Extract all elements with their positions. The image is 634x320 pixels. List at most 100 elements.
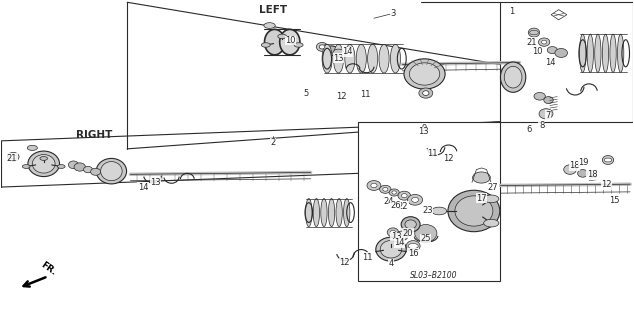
- Text: 21: 21: [7, 154, 17, 163]
- Circle shape: [604, 158, 612, 162]
- Ellipse shape: [547, 47, 557, 53]
- Ellipse shape: [534, 92, 545, 100]
- Text: 26: 26: [390, 201, 401, 210]
- Ellipse shape: [602, 156, 614, 164]
- Text: 13: 13: [391, 232, 401, 241]
- Text: 12: 12: [339, 258, 349, 267]
- Ellipse shape: [500, 62, 526, 92]
- Text: 5: 5: [304, 89, 309, 98]
- Text: 12: 12: [336, 92, 346, 101]
- Text: 12: 12: [602, 180, 612, 189]
- Text: 14: 14: [545, 58, 555, 67]
- Ellipse shape: [396, 231, 408, 241]
- Ellipse shape: [336, 198, 342, 227]
- Circle shape: [294, 43, 303, 47]
- Ellipse shape: [401, 194, 407, 198]
- Ellipse shape: [595, 34, 601, 72]
- Text: 13: 13: [418, 127, 429, 136]
- Circle shape: [40, 156, 48, 160]
- Text: 4: 4: [389, 259, 394, 268]
- Ellipse shape: [101, 162, 122, 181]
- Ellipse shape: [333, 49, 344, 57]
- Text: 13: 13: [333, 53, 344, 62]
- Ellipse shape: [411, 197, 418, 202]
- Ellipse shape: [91, 168, 101, 175]
- Text: 14: 14: [138, 183, 148, 192]
- Ellipse shape: [555, 49, 567, 57]
- Text: 27: 27: [488, 183, 498, 192]
- Ellipse shape: [455, 196, 493, 226]
- Ellipse shape: [344, 198, 350, 227]
- Ellipse shape: [280, 29, 300, 55]
- Text: 14: 14: [342, 47, 353, 56]
- Text: 11: 11: [363, 253, 373, 262]
- Ellipse shape: [541, 40, 547, 44]
- Ellipse shape: [321, 198, 327, 227]
- Ellipse shape: [410, 63, 440, 85]
- Ellipse shape: [84, 166, 93, 173]
- Circle shape: [484, 219, 499, 227]
- Text: SL03–B2100: SL03–B2100: [410, 271, 458, 280]
- Ellipse shape: [564, 165, 576, 174]
- Circle shape: [261, 43, 270, 47]
- Ellipse shape: [380, 185, 391, 193]
- Ellipse shape: [391, 230, 396, 234]
- Ellipse shape: [405, 220, 417, 229]
- Ellipse shape: [306, 198, 312, 227]
- Ellipse shape: [618, 34, 624, 72]
- Text: 1: 1: [509, 7, 514, 16]
- Ellipse shape: [380, 240, 402, 258]
- Ellipse shape: [316, 43, 328, 51]
- Text: 11: 11: [360, 90, 370, 99]
- Text: 10: 10: [532, 47, 543, 56]
- Ellipse shape: [392, 191, 396, 194]
- Ellipse shape: [448, 190, 500, 232]
- Ellipse shape: [367, 180, 381, 190]
- Ellipse shape: [264, 29, 285, 55]
- Ellipse shape: [389, 189, 399, 196]
- Ellipse shape: [28, 151, 60, 177]
- Text: 19: 19: [578, 158, 588, 167]
- Ellipse shape: [345, 44, 355, 73]
- Text: 18: 18: [569, 161, 579, 170]
- Ellipse shape: [423, 91, 429, 95]
- Text: 25: 25: [420, 234, 431, 243]
- Ellipse shape: [544, 97, 553, 104]
- Ellipse shape: [333, 44, 344, 73]
- Text: RIGHT: RIGHT: [76, 130, 112, 140]
- Ellipse shape: [96, 158, 127, 184]
- Text: 17: 17: [476, 194, 487, 203]
- Ellipse shape: [404, 59, 445, 89]
- Ellipse shape: [8, 152, 19, 161]
- Ellipse shape: [322, 44, 332, 73]
- Ellipse shape: [68, 161, 79, 169]
- Text: 11: 11: [427, 149, 437, 158]
- Bar: [358, 122, 500, 281]
- Circle shape: [22, 164, 30, 168]
- Ellipse shape: [408, 195, 423, 205]
- Text: 23: 23: [422, 206, 433, 215]
- Ellipse shape: [371, 183, 377, 188]
- Ellipse shape: [32, 155, 55, 173]
- Circle shape: [408, 244, 418, 249]
- Text: FR.: FR.: [39, 260, 57, 277]
- Text: 22: 22: [398, 202, 408, 211]
- Text: 15: 15: [609, 196, 619, 205]
- Text: 7: 7: [545, 111, 550, 120]
- Ellipse shape: [376, 237, 406, 261]
- Text: 14: 14: [394, 238, 404, 247]
- Text: 16: 16: [408, 249, 418, 258]
- Text: 12: 12: [443, 154, 454, 163]
- Ellipse shape: [368, 44, 378, 73]
- Ellipse shape: [325, 46, 339, 55]
- Ellipse shape: [602, 34, 609, 72]
- Circle shape: [58, 164, 65, 168]
- Ellipse shape: [406, 241, 420, 252]
- Text: 18: 18: [587, 171, 597, 180]
- Text: 9: 9: [422, 124, 427, 132]
- Polygon shape: [551, 10, 567, 20]
- Ellipse shape: [578, 170, 588, 177]
- Ellipse shape: [610, 34, 616, 72]
- Ellipse shape: [398, 191, 411, 200]
- Ellipse shape: [391, 44, 401, 73]
